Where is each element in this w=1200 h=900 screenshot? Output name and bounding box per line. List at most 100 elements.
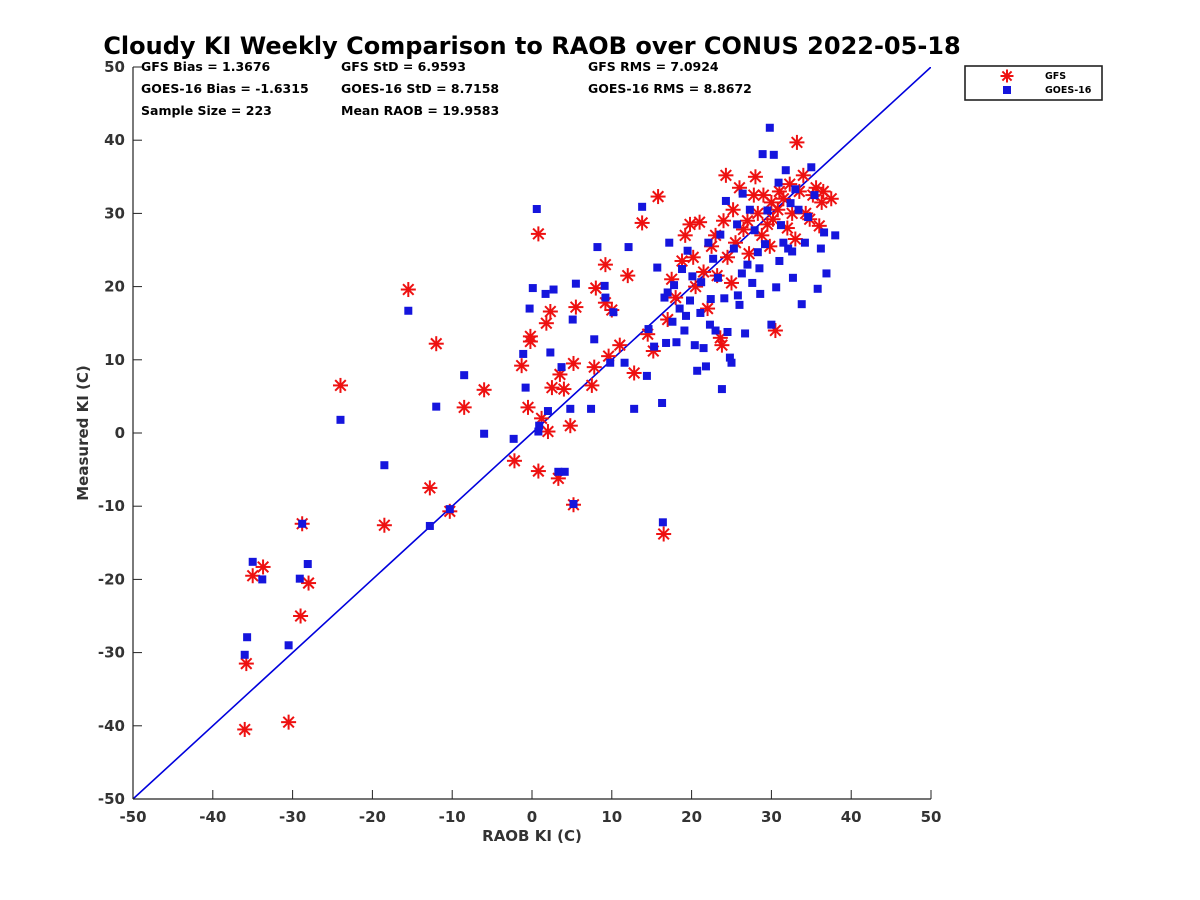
x-tick-label: 50	[921, 808, 942, 826]
gfs-point	[597, 257, 613, 273]
goes16-point	[765, 123, 774, 132]
goes16-point	[763, 206, 772, 215]
gfs-point	[293, 608, 309, 624]
gfs-point	[700, 301, 716, 317]
y-tick-label: 50	[104, 58, 125, 76]
goes16-point	[549, 285, 558, 294]
gfs-point	[692, 214, 708, 230]
goes16-point	[791, 185, 800, 194]
goes16-point	[404, 306, 413, 315]
goes16-point	[509, 434, 518, 443]
goes16-point	[380, 461, 389, 470]
legend-goes16-label: GOES-16	[1045, 85, 1092, 96]
goes16-point	[704, 238, 713, 247]
gfs-point	[556, 381, 572, 397]
goes16-point	[738, 189, 747, 198]
goes16-point	[709, 254, 718, 263]
goes16-point	[560, 467, 569, 476]
legend-gfs-marker	[1000, 69, 1014, 83]
goes16-point	[295, 574, 304, 583]
y-tick-label: 0	[115, 424, 125, 442]
goes16-point	[761, 240, 770, 249]
goes16-point	[541, 289, 550, 298]
goes16-point	[804, 213, 813, 222]
stat-text: GOES-16 Bias = -1.6315	[141, 81, 309, 96]
goes16-point	[600, 281, 609, 290]
goes16-point	[658, 518, 667, 527]
goes16-point	[816, 244, 825, 253]
gfs-point	[428, 336, 444, 352]
gfs-point	[565, 355, 581, 371]
goes16-point	[590, 335, 599, 344]
gfs-point	[795, 167, 811, 183]
stat-text: GFS StD = 6.9593	[341, 59, 466, 74]
gfs-point	[514, 358, 530, 374]
goes16-point	[788, 247, 797, 256]
x-tick-label: -40	[199, 808, 226, 826]
goes16-point	[528, 284, 537, 293]
goes16-point	[568, 315, 577, 324]
gfs-point	[255, 559, 271, 575]
goes16-point	[601, 293, 610, 302]
y-tick-label: -20	[98, 570, 125, 588]
goes16-point	[258, 575, 267, 584]
goes16-point	[725, 353, 734, 362]
gfs-point	[586, 359, 602, 375]
goes16-point	[668, 317, 677, 326]
gfs-point	[568, 299, 584, 315]
goes16-point	[665, 238, 674, 247]
goes16-point	[756, 289, 765, 298]
goes16-point	[720, 294, 729, 303]
gfs-point	[775, 191, 791, 207]
goes16-point	[705, 320, 714, 329]
gfs-point	[301, 575, 317, 591]
gfs-point	[668, 290, 684, 306]
x-tick-label: 10	[601, 808, 622, 826]
goes16-point	[737, 269, 746, 278]
stat-text: Mean RAOB = 19.9583	[341, 103, 499, 118]
goes16-point	[701, 362, 710, 371]
gfs-point	[656, 526, 672, 542]
stats-block: GFS Bias = 1.3676 GFS StD = 6.9593 GFS RMS…	[141, 59, 752, 118]
goes16-point	[480, 429, 489, 438]
goes16-point	[820, 228, 829, 237]
goes16-point	[727, 358, 736, 367]
goes16-point	[776, 221, 785, 230]
goes16-point	[521, 383, 530, 392]
goes16-point	[772, 283, 781, 292]
goes16-point	[682, 311, 691, 320]
y-tick-label: -10	[98, 497, 125, 515]
goes16-point	[298, 519, 307, 528]
goes16-point	[831, 231, 840, 240]
goes16-point	[554, 467, 563, 476]
goes16-point	[609, 308, 618, 317]
goes16-point	[741, 329, 750, 338]
goes16-point	[336, 415, 345, 424]
gfs-point	[281, 714, 297, 730]
stat-text: GFS Bias = 1.3676	[141, 59, 271, 74]
goes16-point	[779, 238, 788, 247]
goes16-point	[794, 205, 803, 214]
goes16-point	[432, 402, 441, 411]
goes16-point	[781, 166, 790, 175]
y-tick-label: -50	[98, 790, 125, 808]
goes16-point	[810, 191, 819, 200]
goes16-point	[670, 281, 679, 290]
goes16-point	[822, 269, 831, 278]
goes16-point	[745, 205, 754, 214]
goes16-point	[721, 196, 730, 205]
gfs-point	[562, 418, 578, 434]
goes16-point	[445, 505, 454, 514]
gfs-point	[520, 399, 536, 415]
goes16-point	[569, 500, 578, 509]
y-tick-label: 40	[104, 131, 125, 149]
goes16-point	[630, 404, 639, 413]
goes16-point	[786, 199, 795, 208]
goes16-point	[688, 272, 697, 281]
gfs-point	[789, 134, 805, 150]
goes16-point	[425, 521, 434, 530]
gfs-point	[716, 213, 732, 229]
gfs-point	[530, 226, 546, 242]
goes16-point	[624, 243, 633, 252]
goes16-point	[753, 248, 762, 257]
